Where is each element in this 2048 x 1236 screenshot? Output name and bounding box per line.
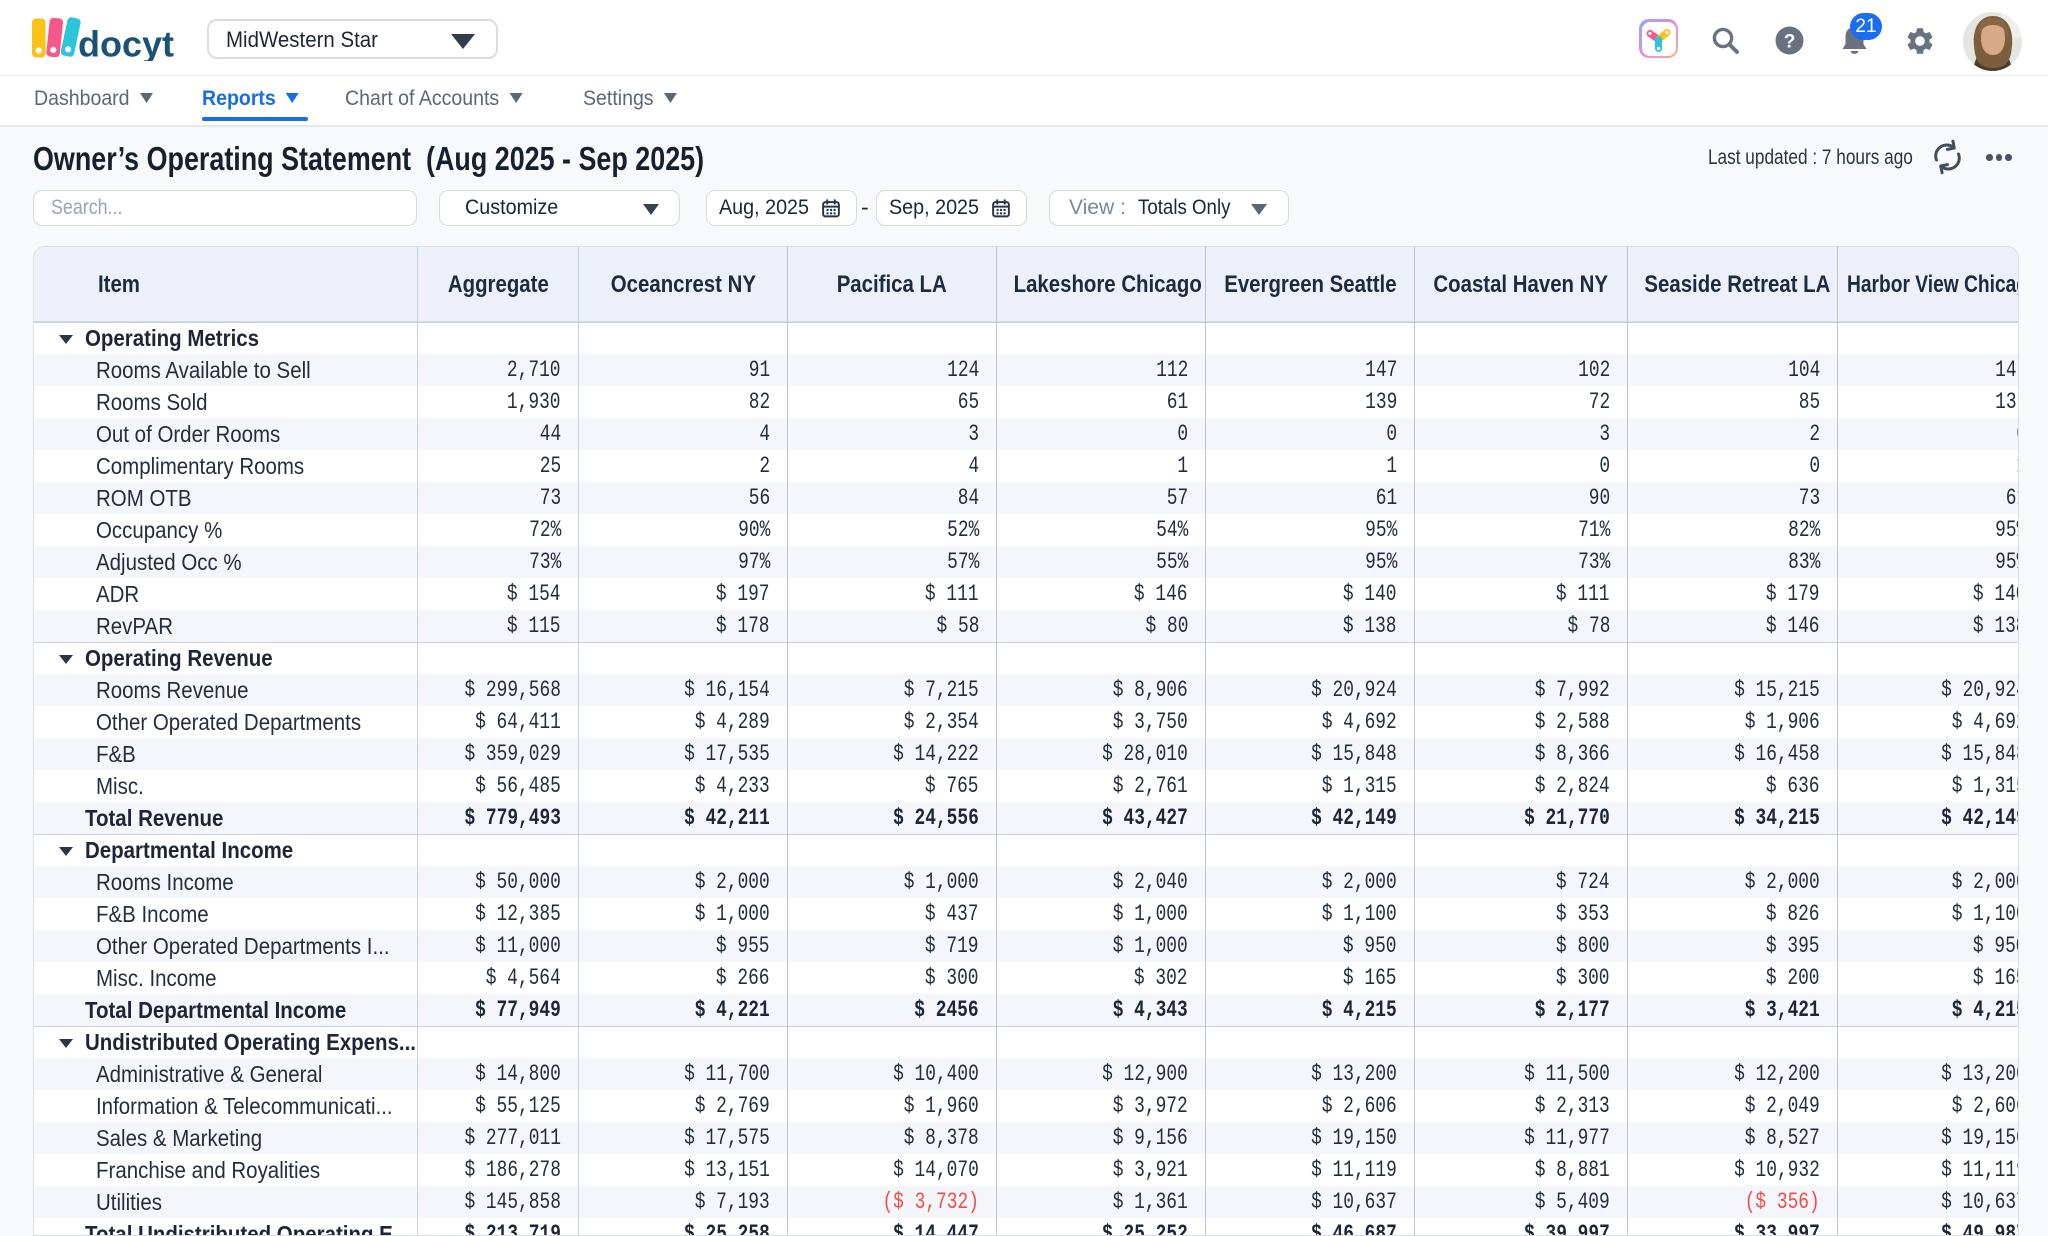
svg-text:?: ? xyxy=(1784,32,1796,53)
svg-text:docyt: docyt xyxy=(78,24,174,62)
